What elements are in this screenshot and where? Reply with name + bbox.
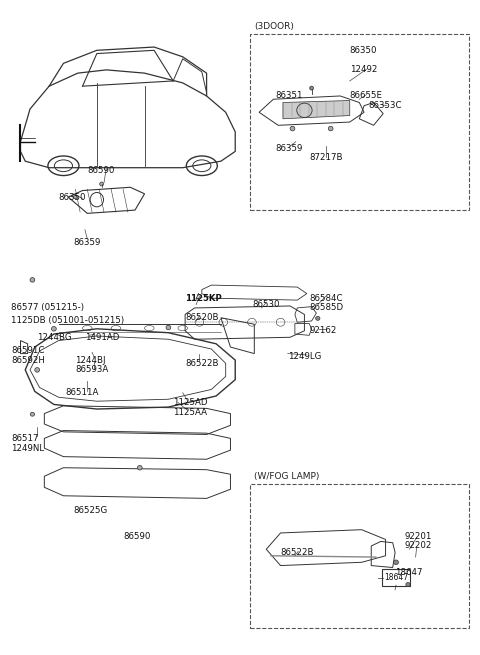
Text: 1125AA: 1125AA — [173, 408, 207, 417]
Ellipse shape — [166, 326, 171, 329]
Text: 86530: 86530 — [252, 300, 279, 309]
Text: 1249LG: 1249LG — [288, 352, 321, 362]
FancyBboxPatch shape — [382, 569, 410, 586]
Text: 12492: 12492 — [350, 66, 377, 75]
Text: 86525G: 86525G — [73, 506, 107, 515]
Text: 1491AD: 1491AD — [85, 333, 119, 342]
Text: 86350: 86350 — [59, 193, 86, 202]
Text: 1244BG: 1244BG — [37, 333, 72, 342]
Text: 18647: 18647 — [384, 574, 408, 582]
Ellipse shape — [51, 327, 56, 331]
Text: 86590: 86590 — [123, 532, 150, 541]
Ellipse shape — [35, 367, 39, 372]
Ellipse shape — [100, 182, 104, 186]
Text: 92202: 92202 — [405, 542, 432, 550]
Text: 86593A: 86593A — [75, 365, 108, 375]
Text: 86585D: 86585D — [309, 303, 343, 312]
Ellipse shape — [290, 126, 295, 131]
Text: 86590: 86590 — [87, 166, 115, 176]
Text: 86591C: 86591C — [11, 346, 44, 355]
Text: 86351: 86351 — [276, 92, 303, 100]
Bar — [250, 484, 469, 627]
Text: 1125AD: 1125AD — [173, 398, 208, 407]
Ellipse shape — [316, 316, 320, 320]
Text: 86353C: 86353C — [369, 102, 402, 110]
Text: 86359: 86359 — [73, 238, 100, 247]
Ellipse shape — [137, 466, 142, 470]
Text: 86577 (051215-): 86577 (051215-) — [11, 303, 84, 312]
Ellipse shape — [30, 278, 35, 282]
Ellipse shape — [30, 412, 35, 416]
Text: 1244BJ: 1244BJ — [75, 356, 106, 365]
Text: 18647: 18647 — [395, 568, 422, 576]
Text: 92201: 92201 — [405, 532, 432, 541]
Text: 86511A: 86511A — [66, 388, 99, 397]
Text: 86584C: 86584C — [309, 293, 343, 303]
Text: 87217B: 87217B — [309, 153, 343, 162]
Text: 86359: 86359 — [276, 143, 303, 153]
Ellipse shape — [310, 86, 313, 90]
Text: 1125KP: 1125KP — [185, 293, 222, 303]
Text: 86522B: 86522B — [185, 359, 218, 368]
Text: 92162: 92162 — [309, 326, 336, 335]
Text: 86517: 86517 — [11, 434, 38, 443]
Ellipse shape — [73, 195, 77, 198]
Ellipse shape — [328, 126, 333, 131]
Ellipse shape — [394, 560, 398, 565]
Text: 86592H: 86592H — [11, 356, 45, 365]
Text: 1125DB (051001-051215): 1125DB (051001-051215) — [11, 316, 124, 326]
Text: 1249NL: 1249NL — [11, 443, 44, 453]
Text: 86350: 86350 — [350, 46, 377, 55]
Text: 86522B: 86522B — [281, 548, 314, 557]
Polygon shape — [283, 100, 350, 119]
Text: (3DOOR): (3DOOR) — [254, 22, 294, 31]
Text: 86520B: 86520B — [185, 313, 218, 322]
Text: 86655E: 86655E — [350, 92, 383, 100]
Ellipse shape — [406, 582, 410, 586]
Bar — [250, 34, 469, 210]
Text: (W/FOG LAMP): (W/FOG LAMP) — [254, 472, 320, 481]
